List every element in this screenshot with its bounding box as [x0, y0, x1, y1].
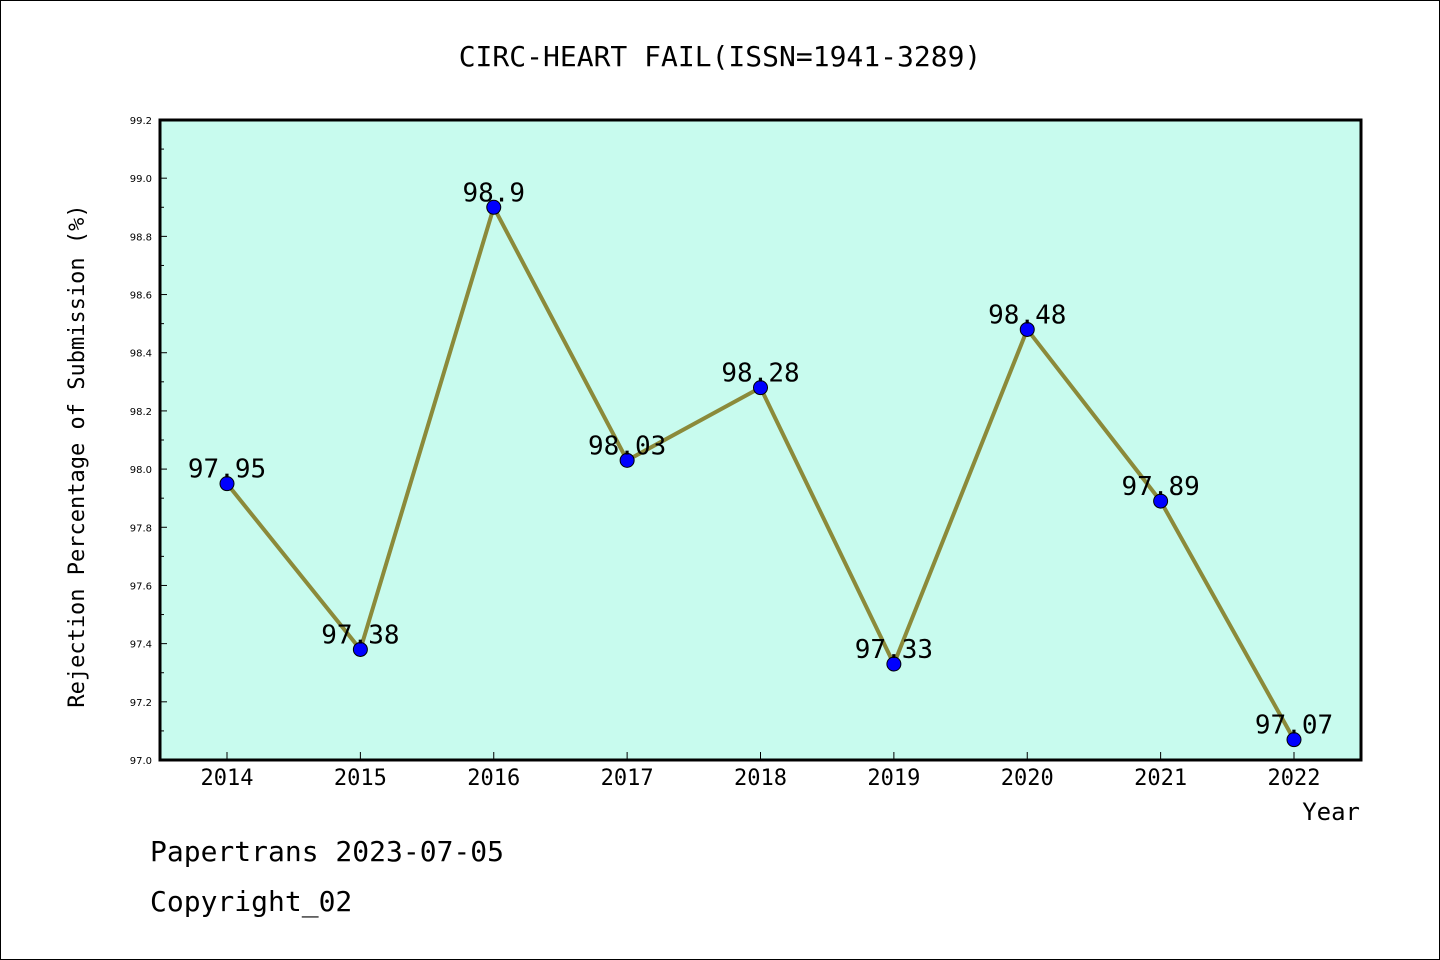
data-label: 97.33: [855, 635, 933, 665]
marker-group: [219, 199, 1302, 748]
y-tick-label: 98.8: [130, 232, 152, 243]
data-point: [753, 380, 768, 396]
data-point: [1286, 732, 1302, 748]
y-axis: 97.0 97.2 97.4 97.6 97.8 98.0 98.2 98.4 98.6 98.8…: [130, 116, 167, 767]
data-label: 97.95: [188, 455, 266, 485]
data-point: [1019, 321, 1035, 337]
x-tick-label: 2016: [467, 766, 520, 791]
data-label: 97.07: [1255, 711, 1333, 741]
y-tick-label: 97.0: [130, 756, 152, 767]
y-tick-label: 98.2: [130, 407, 152, 418]
x-tick-label: 2019: [867, 766, 920, 791]
y-tick-label: 98.4: [130, 349, 152, 360]
x-axis: 2014 2015 2016 2017 2018 2019 2020 2021 2022: [201, 752, 1321, 791]
data-label: 98.9: [462, 178, 525, 208]
x-tick-label: 2021: [1134, 766, 1187, 791]
y-tick-label: 98.0: [130, 465, 152, 476]
data-point: [352, 641, 368, 657]
footer-copyright: Copyright_02: [150, 885, 353, 918]
x-axis-label: Year: [1302, 798, 1360, 826]
data-label-group: 97.95 97.38 98.9 98.03 98.28 97.33 98.48 97.89 9…: [188, 178, 1333, 740]
y-tick-label: 98.6: [130, 291, 152, 302]
data-point: [1153, 493, 1169, 509]
x-tick-label: 2018: [734, 766, 787, 791]
y-tick-label: 99.0: [130, 174, 152, 185]
data-label: 97.89: [1121, 472, 1199, 502]
x-tick-label: 2015: [334, 766, 387, 791]
y-axis-label: Rejection Percentage of Submission (%): [65, 204, 90, 707]
x-tick-label: 2020: [1001, 766, 1054, 791]
plot-area: [158, 118, 1363, 762]
footer-date: Papertrans 2023-07-05: [150, 835, 505, 868]
x-tick-label: 2017: [601, 766, 654, 791]
x-tick-label: 2022: [1268, 766, 1321, 791]
y-tick-label: 97.8: [130, 523, 152, 534]
y-tick-label: 97.6: [130, 581, 152, 592]
data-point: [486, 199, 502, 215]
data-label: 97.38: [321, 620, 399, 650]
data-point: [619, 452, 635, 468]
chart-title: CIRC-HEART FAIL(ISSN=1941-3289): [459, 40, 982, 73]
data-label: 98.28: [721, 359, 799, 389]
data-point: [219, 476, 235, 492]
y-tick-label: 99.2: [130, 116, 152, 127]
data-point: [886, 656, 902, 672]
data-label: 98.03: [588, 431, 666, 461]
y-tick-label: 97.2: [130, 698, 152, 709]
x-tick-label: 2014: [201, 766, 254, 791]
y-tick-label: 97.4: [130, 640, 152, 651]
data-label: 98.48: [988, 300, 1066, 330]
